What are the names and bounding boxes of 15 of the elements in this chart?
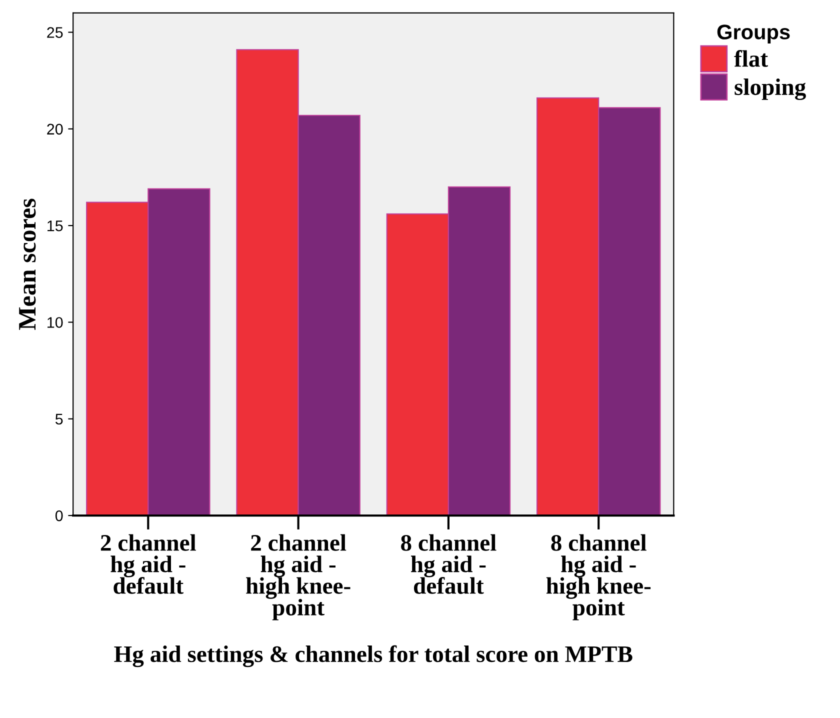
x-axis-title: Hg aid settings & channels for total score on MPTB (114, 645, 632, 668)
legend-label: sloping (734, 78, 806, 100)
y-tick-label: 5 (55, 414, 63, 425)
legend-label: flat (734, 50, 768, 67)
y-tick-label: 0 (55, 510, 63, 522)
x-tick-label: 8 channel hg aid - high knee- point (546, 534, 651, 620)
y-tick-label: 20 (47, 124, 63, 135)
y-tick-label: 15 (48, 220, 63, 232)
x-tick-label: 8 channel hg aid - default (401, 534, 496, 594)
y-tick-label: 25 (47, 27, 63, 38)
y-axis-title: Mean scores (19, 198, 36, 330)
x-tick-label: 2 channel hg aid - default (100, 534, 196, 594)
y-tick-label: 10 (48, 317, 63, 328)
x-tick-label: 2 channel hg aid - high knee- point (246, 534, 350, 620)
legend-title: Groups (717, 24, 790, 44)
